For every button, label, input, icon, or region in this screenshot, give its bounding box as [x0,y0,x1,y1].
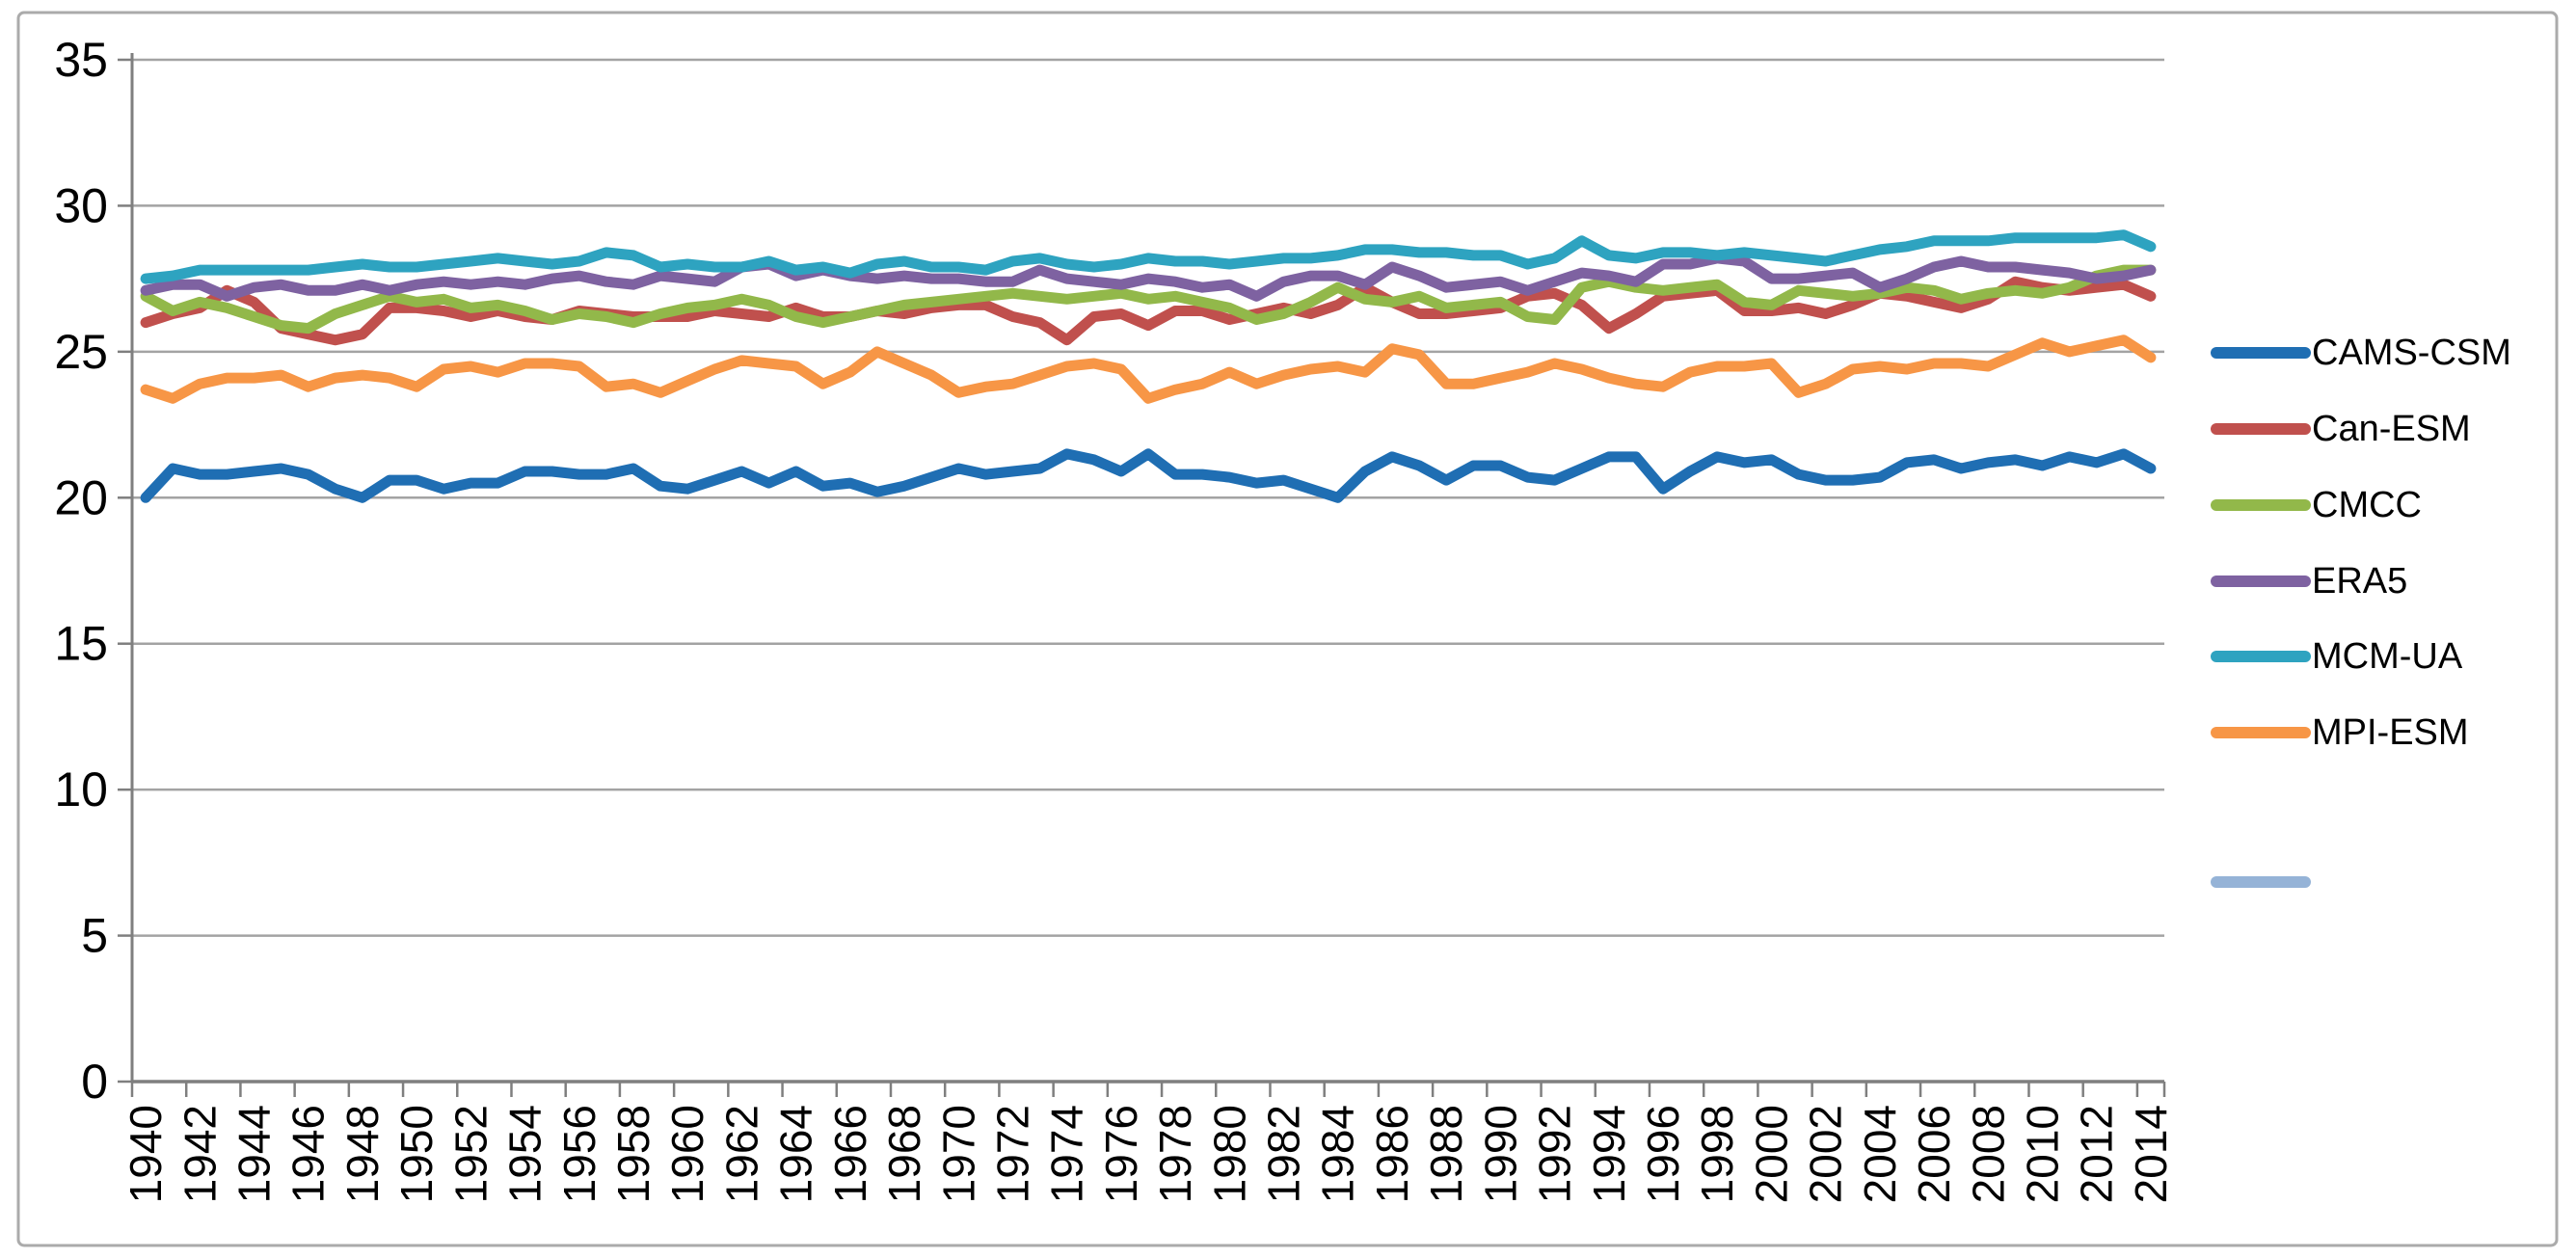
legend-item-MPI-ESM: MPI-ESM [2211,712,2469,753]
y-axis-labels: 0 5 10 15 20 25 30 35 [54,33,108,1109]
legend-label: Can-ESM [2312,409,2471,449]
x-tick-label: 1956 [554,1105,604,1203]
series-line-ERA5 [140,253,2157,302]
y-tick-label: 25 [54,325,108,379]
legend-item-Can-ESM: Can-ESM [2211,409,2471,449]
x-tick-label: 1952 [445,1105,496,1203]
y-tick-label: 15 [54,617,108,671]
y-tick-label: 0 [81,1055,108,1109]
y-tick-label: 5 [81,909,108,963]
x-tick-label: 1960 [662,1105,712,1203]
series-line-CAMS-CSM [140,448,2157,503]
x-tick-label: 1990 [1475,1105,1525,1203]
x-tick-label: 1982 [1259,1105,1309,1203]
x-tick-label: 2008 [1963,1105,2013,1203]
x-tick-label: 1948 [337,1105,388,1203]
x-tick-label: 1964 [771,1105,821,1203]
series-line-Can-ESM [140,276,2157,346]
x-tick-label: 1974 [1042,1105,1092,1203]
y-tick-label: 20 [54,470,108,524]
x-tick-label: 1958 [608,1105,658,1203]
series-line-MCM-UA [140,229,2157,284]
x-tick-label: 2014 [2126,1105,2176,1203]
series-lines [140,229,2157,503]
x-tick-label: 2002 [1801,1105,1851,1203]
x-tick-label: 1954 [500,1105,550,1203]
y-tick-label: 10 [54,763,108,816]
legend-item-CMCC: CMCC [2211,485,2422,525]
x-tick-label: 1950 [391,1105,442,1203]
y-tick-label: 30 [54,178,108,232]
x-tick-label: 1996 [1638,1105,1688,1203]
chart-border [16,11,2559,1247]
series-line-MPI-ESM [140,335,2157,404]
axes [118,53,2166,1097]
x-tick-label: 1968 [879,1105,929,1203]
legend-label: ERA5 [2312,561,2407,602]
legend: CAMS-CSM Can-ESM CMCC ERA5 MCM-UA MPI-ESM [2211,333,2511,888]
x-tick-label: 1946 [283,1105,334,1203]
x-tick-label: 2004 [1855,1105,1905,1203]
x-tick-label: 1972 [988,1105,1038,1203]
gridlines [132,58,2164,937]
x-tick-label: 2000 [1747,1105,1797,1203]
x-tick-label: 1998 [1692,1105,1742,1203]
x-tick-label: 1992 [1530,1105,1580,1203]
x-tick-label: 1978 [1150,1105,1200,1203]
x-tick-label: 1984 [1313,1105,1363,1203]
legend-label: CAMS-CSM [2312,333,2511,373]
x-tick-label: 1980 [1204,1105,1254,1203]
x-tick-label: 1962 [716,1105,766,1203]
x-tick-label: 1942 [174,1105,225,1203]
x-tick-label: 2010 [2018,1105,2068,1203]
legend-label: CMCC [2312,485,2422,525]
x-tick-label: 1970 [933,1105,983,1203]
x-tick-label: 1944 [229,1105,280,1203]
x-tick-label: 2006 [1909,1105,1959,1203]
x-tick-label: 1940 [121,1105,171,1203]
x-tick-label: 1988 [1421,1105,1471,1203]
x-tick-label: 1986 [1367,1105,1417,1203]
x-axis-labels: 1940 1942 1944 1946 1948 1950 1952 1954 1956 1958… [121,1105,2176,1203]
series-line-CMCC [140,264,2157,335]
y-tick-label: 35 [54,33,108,87]
x-tick-label: 1994 [1584,1105,1634,1203]
legend-item-ERA5: ERA5 [2211,561,2407,602]
legend-label: MCM-UA [2312,636,2463,677]
legend-label: MPI-ESM [2312,712,2469,753]
x-tick-label: 1976 [1096,1105,1146,1203]
legend-item-MCM-UA: MCM-UA [2211,636,2463,677]
legend-item-CAMS-CSM: CAMS-CSM [2211,333,2511,373]
x-tick-label: 2012 [2072,1105,2122,1203]
x-tick-label: 1966 [825,1105,875,1203]
